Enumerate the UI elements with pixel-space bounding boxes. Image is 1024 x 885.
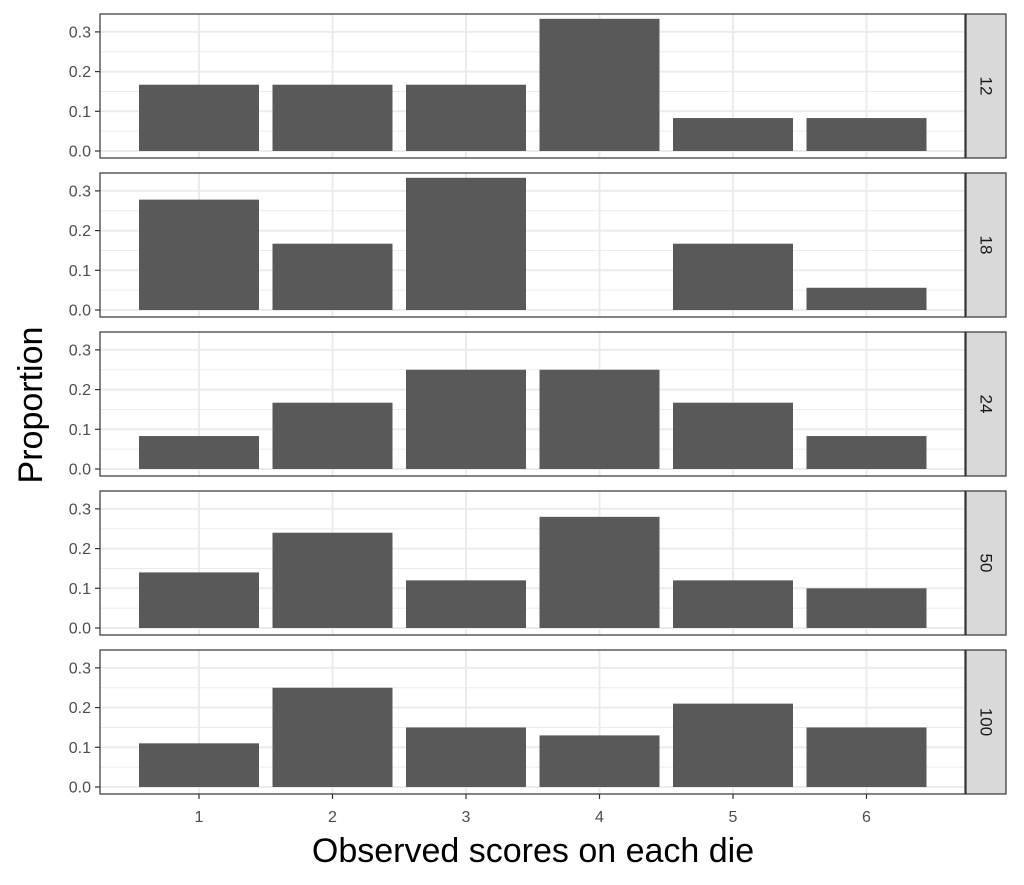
bar-24-4	[539, 369, 660, 469]
bar-50-1	[139, 572, 259, 628]
y-tick-label: 0.0	[69, 621, 91, 638]
facet-strip	[965, 13, 1007, 159]
y-tick-label: 0.0	[69, 780, 91, 797]
facet-panel-100: 0.0 0.1 0.2 0.3 100	[69, 649, 1007, 797]
bar-100-4	[539, 735, 660, 787]
y-tick-label: 0.3	[69, 183, 91, 200]
y-tick-label: 0.3	[69, 660, 91, 677]
panel-border	[99, 649, 966, 795]
facet-panel-50: 0.0 0.1 0.2 0.3 50	[69, 490, 1007, 638]
panel-border	[99, 331, 966, 477]
facet-panels: 0.0 0.1 0.2 0.3 12 0.0 0.1 0.2 0.3 18 0.0 0.1 0.2 0.3…	[69, 13, 1007, 797]
bar-50-2	[272, 532, 393, 628]
bar-12-5	[673, 118, 793, 151]
y-tick-label: 0.0	[69, 303, 91, 320]
y-tick-label: 0.3	[69, 24, 91, 41]
bar-12-3	[406, 84, 526, 151]
facet-strip-label: 12	[977, 77, 996, 96]
bar-18-3	[406, 177, 526, 310]
y-tick-label: 0.0	[69, 462, 91, 479]
bar-12-6	[806, 118, 927, 151]
bar-24-5	[673, 402, 793, 469]
facet-strip	[965, 649, 1007, 795]
x-tick-label: 2	[328, 809, 337, 826]
y-tick-label: 0.2	[69, 223, 91, 240]
x-tick-label: 3	[462, 809, 471, 826]
bar-12-4	[539, 18, 660, 152]
facet-panel-18: 0.0 0.1 0.2 0.3 18	[69, 172, 1007, 320]
bar-18-2	[272, 243, 393, 310]
bar-50-3	[406, 580, 526, 628]
y-tick-label: 0.1	[69, 263, 91, 280]
x-axis: 1 2 3 4 5 6	[195, 794, 871, 826]
y-tick-label: 0.1	[69, 740, 91, 757]
y-tick-label: 0.1	[69, 104, 91, 121]
panel-border	[99, 13, 966, 159]
bar-50-5	[673, 580, 793, 628]
bar-100-3	[406, 727, 526, 787]
facet-strip-label: 18	[977, 236, 996, 255]
y-tick-label: 0.0	[69, 144, 91, 161]
y-axis-title: Proportion	[12, 327, 50, 484]
y-tick-label: 0.2	[69, 700, 91, 717]
x-tick-label: 5	[729, 809, 738, 826]
facet-strip	[965, 172, 1007, 318]
y-tick-label: 0.1	[69, 581, 91, 598]
bar-100-6	[806, 727, 927, 787]
y-tick-label: 0.2	[69, 541, 91, 558]
bar-18-1	[139, 199, 259, 310]
panel-border	[99, 172, 966, 318]
bar-24-6	[806, 436, 927, 469]
facet-strip	[965, 490, 1007, 636]
x-tick-label: 1	[195, 809, 204, 826]
bar-50-6	[806, 588, 927, 628]
y-tick-label: 0.3	[69, 501, 91, 518]
x-axis-title: Observed scores on each die	[312, 832, 754, 870]
facet-strip-label: 24	[977, 395, 996, 414]
bar-24-2	[272, 402, 393, 469]
y-tick-label: 0.1	[69, 422, 91, 439]
y-tick-label: 0.2	[69, 382, 91, 399]
bar-12-1	[139, 84, 259, 151]
bar-18-6	[806, 287, 927, 310]
y-tick-label: 0.3	[69, 342, 91, 359]
bar-12-2	[272, 84, 393, 151]
facet-strip	[965, 331, 1007, 477]
facet-panel-24: 0.0 0.1 0.2 0.3 24	[69, 331, 1007, 479]
bar-24-3	[406, 369, 526, 469]
facet-strip-label: 100	[977, 708, 996, 736]
facet-panel-12: 0.0 0.1 0.2 0.3 12	[69, 13, 1007, 161]
bar-100-5	[673, 703, 793, 787]
y-tick-label: 0.2	[69, 64, 91, 81]
panel-border	[99, 490, 966, 636]
bar-18-5	[673, 243, 793, 310]
x-tick-label: 4	[595, 809, 604, 826]
bar-100-1	[139, 743, 259, 787]
x-tick-label: 6	[862, 809, 871, 826]
facet-strip-label: 50	[977, 554, 996, 573]
bar-50-4	[539, 516, 660, 628]
bar-100-2	[272, 687, 393, 787]
bar-24-1	[139, 436, 259, 469]
